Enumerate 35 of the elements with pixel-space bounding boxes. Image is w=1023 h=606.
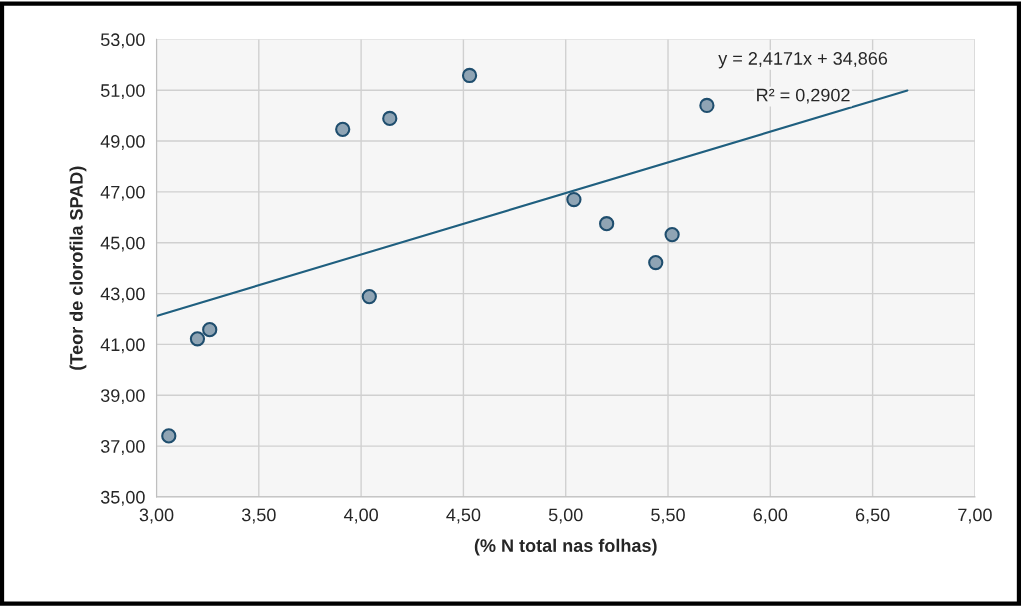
annotation: R² = 0,2902 [757,88,850,104]
y-tick-label: 51,00 [100,84,145,100]
point [361,289,377,305]
y-tick-label: 35,00 [100,490,145,506]
y-tick-label: 39,00 [100,389,145,405]
y-axis-title: (Teor de clorofila SPAD) [69,166,87,370]
x-tick-label: 4,00 [343,508,378,524]
point [566,191,582,208]
x-tick-label: 3,50 [241,508,276,524]
point [382,110,398,127]
point [461,67,478,84]
annotation: y = 2,4171x + 34,866 [718,52,888,69]
point [161,428,177,444]
y-tick-label: 49,00 [100,135,145,150]
x-tick-label: 4,50 [446,508,481,524]
x-tick-label: 5,50 [651,508,685,524]
point [335,121,351,137]
y-tick-label: 43,00 [100,287,145,303]
y-tick-label: 37,00 [100,440,145,455]
x-tick-label: 6,50 [855,508,890,524]
x-tick-label: 6,00 [753,508,788,524]
y-tick-label: 45,00 [100,236,145,252]
point [664,226,680,243]
point [699,97,715,114]
point [648,254,664,271]
x-axis-title: (% N total nas folhas) [474,538,657,556]
y-tick-label: 53,00 [100,33,145,49]
point [599,216,615,232]
point [202,322,218,338]
y-tick-label: 41,00 [100,338,145,354]
point [189,331,206,347]
x-tick-label: 7,00 [958,508,992,524]
x-tick-label: 5,00 [548,508,583,524]
x-tick-label: 3,00 [139,508,174,524]
y-tick-label: 47,00 [100,185,145,201]
